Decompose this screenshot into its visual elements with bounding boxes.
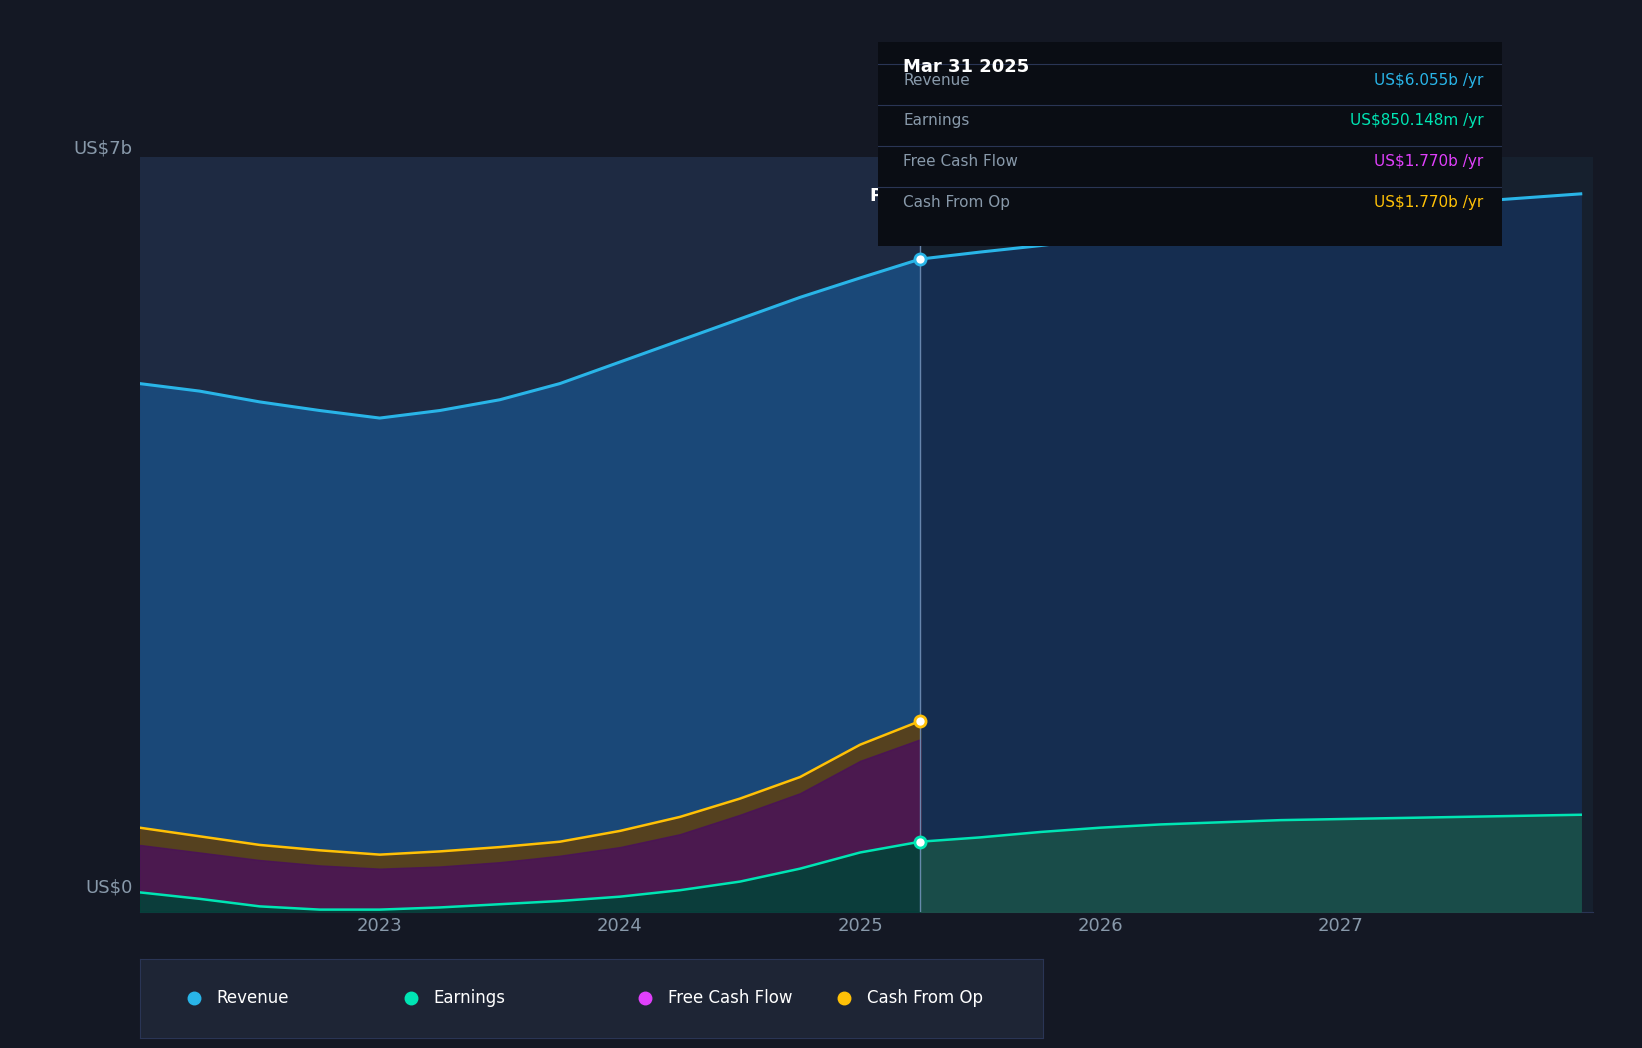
Text: US$0: US$0: [85, 878, 133, 897]
Text: Past: Past: [869, 188, 913, 205]
Bar: [920, 157, 1593, 912]
Text: Earnings: Earnings: [903, 113, 970, 129]
Text: Analysts Forecasts: Analysts Forecasts: [928, 188, 1095, 205]
Text: Free Cash Flow: Free Cash Flow: [668, 989, 793, 1007]
Text: US$6.055b /yr: US$6.055b /yr: [1374, 72, 1484, 88]
Text: US$850.148m /yr: US$850.148m /yr: [1350, 113, 1484, 129]
Text: Earnings: Earnings: [433, 989, 506, 1007]
Text: US$1.770b /yr: US$1.770b /yr: [1374, 195, 1484, 211]
Text: Revenue: Revenue: [903, 72, 970, 88]
Bar: [140, 157, 920, 912]
Text: Revenue: Revenue: [217, 989, 289, 1007]
Text: Cash From Op: Cash From Op: [867, 989, 982, 1007]
Text: US$1.770b /yr: US$1.770b /yr: [1374, 154, 1484, 170]
Text: Cash From Op: Cash From Op: [903, 195, 1010, 211]
Text: Mar 31 2025: Mar 31 2025: [903, 59, 1030, 77]
Text: Free Cash Flow: Free Cash Flow: [903, 154, 1018, 170]
Text: US$7b: US$7b: [74, 139, 133, 157]
